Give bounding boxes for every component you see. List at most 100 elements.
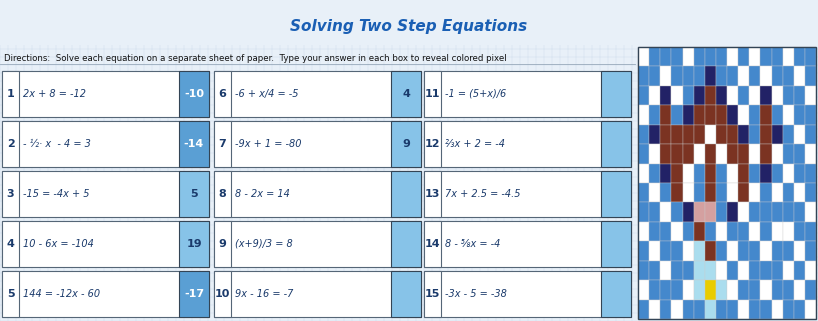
Bar — [749, 222, 761, 241]
Bar — [793, 66, 805, 86]
Bar — [649, 47, 660, 66]
Bar — [694, 66, 705, 86]
Bar — [638, 144, 649, 163]
Bar — [793, 203, 805, 222]
Bar — [771, 144, 783, 163]
Bar — [738, 144, 749, 163]
Bar — [727, 105, 738, 125]
Bar — [682, 261, 694, 280]
Bar — [672, 163, 682, 183]
Bar — [771, 86, 783, 105]
Bar — [738, 163, 749, 183]
Bar — [694, 47, 705, 66]
Text: ⅔x + 2 = -4: ⅔x + 2 = -4 — [445, 139, 505, 149]
Text: Solving Two Step Equations: Solving Two Step Equations — [290, 19, 528, 34]
Bar — [783, 183, 793, 203]
Bar — [771, 183, 783, 203]
Bar — [727, 183, 738, 203]
Bar — [738, 66, 749, 86]
Bar — [638, 203, 649, 222]
Bar — [660, 47, 672, 66]
Bar — [793, 163, 805, 183]
Bar — [783, 261, 793, 280]
Bar — [649, 299, 660, 319]
Text: 2x + 8 = -12: 2x + 8 = -12 — [23, 89, 86, 99]
Bar — [694, 144, 705, 163]
Bar — [682, 163, 694, 183]
Bar — [638, 183, 649, 203]
Bar — [738, 280, 749, 299]
Bar — [805, 183, 816, 203]
Bar — [672, 144, 682, 163]
Bar — [749, 47, 761, 66]
Bar — [391, 71, 421, 117]
Bar — [783, 299, 793, 319]
Bar — [716, 203, 727, 222]
Bar — [727, 47, 738, 66]
Bar — [705, 241, 716, 261]
Bar — [424, 271, 441, 317]
Text: 4: 4 — [7, 239, 15, 249]
Bar — [214, 271, 231, 317]
Text: 7x + 2.5 = -4.5: 7x + 2.5 = -4.5 — [445, 189, 520, 199]
Bar — [793, 125, 805, 144]
Bar — [638, 125, 649, 144]
Bar — [749, 183, 761, 203]
Bar — [783, 144, 793, 163]
Text: -9x + 1 = -80: -9x + 1 = -80 — [235, 139, 302, 149]
Bar — [694, 241, 705, 261]
Bar — [424, 171, 631, 217]
Bar — [738, 183, 749, 203]
Bar — [793, 47, 805, 66]
Bar — [660, 203, 672, 222]
Bar — [601, 221, 631, 267]
Bar — [761, 144, 771, 163]
Bar — [761, 125, 771, 144]
Bar — [660, 163, 672, 183]
Bar — [649, 261, 660, 280]
Bar — [649, 86, 660, 105]
Bar — [716, 66, 727, 86]
Bar — [424, 221, 441, 267]
Bar — [694, 203, 705, 222]
Bar — [761, 280, 771, 299]
Bar — [771, 105, 783, 125]
Bar — [705, 222, 716, 241]
Bar — [705, 66, 716, 86]
Text: 4: 4 — [402, 89, 410, 99]
Bar — [783, 222, 793, 241]
Bar — [783, 163, 793, 183]
Bar — [601, 271, 631, 317]
Bar — [727, 261, 738, 280]
Bar — [761, 261, 771, 280]
Bar — [805, 299, 816, 319]
Bar — [672, 203, 682, 222]
Bar — [214, 271, 421, 317]
Text: 9: 9 — [402, 139, 410, 149]
Bar — [694, 125, 705, 144]
Bar — [179, 221, 209, 267]
Bar — [638, 261, 649, 280]
Bar — [716, 144, 727, 163]
Bar — [783, 66, 793, 86]
Text: 10: 10 — [215, 289, 230, 299]
Bar — [682, 280, 694, 299]
Bar — [660, 299, 672, 319]
Bar — [2, 171, 209, 217]
Bar — [694, 105, 705, 125]
Bar — [672, 47, 682, 66]
Text: 3: 3 — [7, 189, 14, 199]
Bar — [805, 105, 816, 125]
Bar — [660, 66, 672, 86]
Bar — [649, 280, 660, 299]
Bar — [716, 299, 727, 319]
Bar — [783, 105, 793, 125]
Bar — [771, 203, 783, 222]
Bar — [424, 221, 631, 267]
Bar — [672, 86, 682, 105]
Bar — [783, 47, 793, 66]
Bar — [716, 163, 727, 183]
Bar — [805, 125, 816, 144]
Bar — [694, 261, 705, 280]
Bar — [2, 171, 19, 217]
